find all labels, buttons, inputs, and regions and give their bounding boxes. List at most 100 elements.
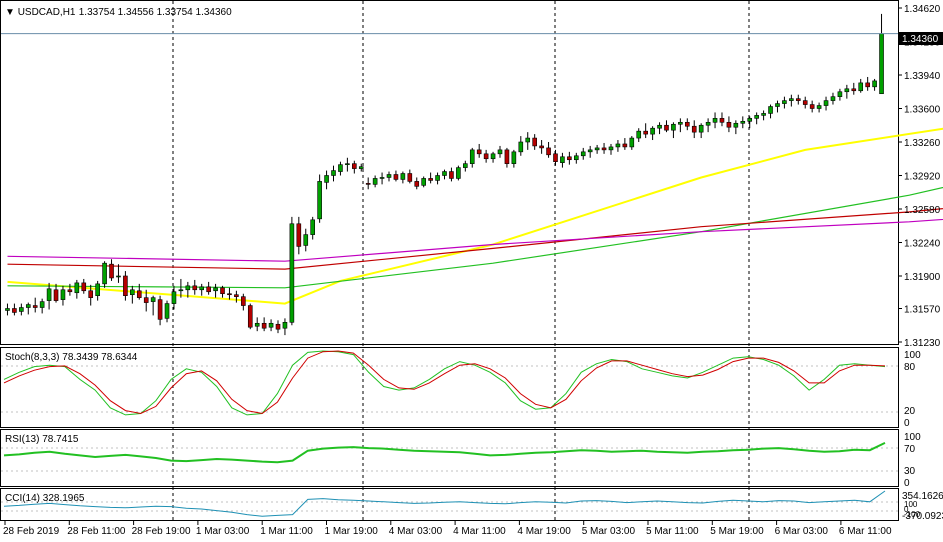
candle-body xyxy=(782,100,787,104)
stoch-signal-line xyxy=(3,350,886,415)
candle-body xyxy=(345,163,350,165)
candle-body xyxy=(650,127,655,135)
candle xyxy=(102,261,107,288)
candle xyxy=(539,140,544,154)
candle xyxy=(275,320,281,334)
candle xyxy=(497,145,503,158)
candle-body xyxy=(546,147,551,156)
candle-body xyxy=(365,183,371,185)
candle xyxy=(53,283,59,303)
candle xyxy=(795,94,801,105)
candle-body xyxy=(32,305,38,308)
rsi-panel[interactable] xyxy=(0,429,899,487)
candle-body xyxy=(53,289,59,301)
time-label-1: 28 Feb 11:00 xyxy=(67,526,126,537)
candle xyxy=(816,102,822,113)
candle xyxy=(296,216,302,255)
candle-body xyxy=(379,177,385,179)
candle xyxy=(428,172,433,184)
candle-body xyxy=(150,297,156,302)
cci-level-label-minus-100: -100 xyxy=(904,510,921,519)
candle xyxy=(386,171,392,182)
candle-body xyxy=(872,80,877,88)
time-label-3: 1 Mar 03:00 xyxy=(196,526,250,537)
candle xyxy=(289,216,295,326)
candle xyxy=(740,116,746,129)
candle xyxy=(823,96,829,111)
time-label-6: 4 Mar 03:00 xyxy=(389,526,443,537)
candle-body xyxy=(386,174,392,178)
time-label-8: 4 Mar 19:00 xyxy=(517,526,571,537)
cci-title: CCI(14) 328.1965 xyxy=(5,493,85,504)
candle xyxy=(754,112,759,125)
candle xyxy=(567,151,572,165)
candle-body xyxy=(456,167,461,179)
candle-body xyxy=(67,289,73,293)
price-tick-label-3: 1.33600 xyxy=(904,104,941,115)
candle xyxy=(851,82,857,95)
candle-body xyxy=(192,285,198,291)
candle-body xyxy=(511,151,517,164)
rsi-series xyxy=(3,441,886,464)
candle-body xyxy=(837,91,843,97)
candle-body xyxy=(178,289,184,292)
candle xyxy=(587,145,593,158)
candle-body xyxy=(719,118,725,123)
candle-body xyxy=(449,171,454,179)
candle xyxy=(698,123,704,139)
candle xyxy=(130,285,135,304)
stoch-level-label-100: 100 xyxy=(904,350,921,361)
candle-body xyxy=(504,149,510,164)
candle-body xyxy=(622,143,628,148)
candle-body xyxy=(574,155,579,161)
candle xyxy=(414,177,420,190)
current-price-tag xyxy=(899,32,943,45)
candle xyxy=(691,120,697,139)
candle-body xyxy=(497,149,503,155)
candle xyxy=(733,120,739,135)
candle-body xyxy=(39,301,45,308)
candle-body xyxy=(220,287,225,295)
candle xyxy=(504,147,510,168)
candle xyxy=(206,281,211,295)
cci-level-label-100: 100 xyxy=(904,500,918,509)
candle-body xyxy=(601,147,607,151)
candle xyxy=(678,118,683,133)
candle-body xyxy=(435,175,440,181)
candle-body xyxy=(199,286,205,291)
time-label-13: 6 Mar 11:00 xyxy=(839,526,892,537)
candle-body xyxy=(553,153,558,162)
candle-body xyxy=(268,322,274,328)
time-label-0: 28 Feb 2019 xyxy=(3,526,60,537)
candle xyxy=(143,289,149,312)
candle xyxy=(872,78,877,91)
candle xyxy=(19,303,24,316)
candle-body xyxy=(25,304,31,308)
candle xyxy=(830,92,836,105)
candle-body xyxy=(136,290,142,298)
candle-body xyxy=(247,305,253,328)
candle xyxy=(95,280,100,301)
candle-body xyxy=(844,88,850,93)
candle xyxy=(525,132,531,150)
candle-body xyxy=(865,82,870,88)
candle xyxy=(358,163,364,172)
candle-body xyxy=(476,149,482,155)
candle xyxy=(241,293,246,311)
candle-body xyxy=(469,149,475,164)
price-tick-label-9: 1.31570 xyxy=(904,305,941,316)
candle-body xyxy=(324,175,329,183)
candle-body xyxy=(858,82,864,92)
candle xyxy=(185,281,191,298)
candle xyxy=(324,170,329,190)
candle xyxy=(421,176,426,188)
price-tick-label-6: 1.32580 xyxy=(904,205,941,216)
candle-body xyxy=(303,234,309,246)
candle-body xyxy=(684,121,690,127)
candle xyxy=(150,295,156,316)
candle xyxy=(463,160,468,172)
candle xyxy=(5,303,10,316)
cci-panel[interactable] xyxy=(0,488,899,521)
time-label-7: 4 Mar 11:00 xyxy=(453,526,506,537)
